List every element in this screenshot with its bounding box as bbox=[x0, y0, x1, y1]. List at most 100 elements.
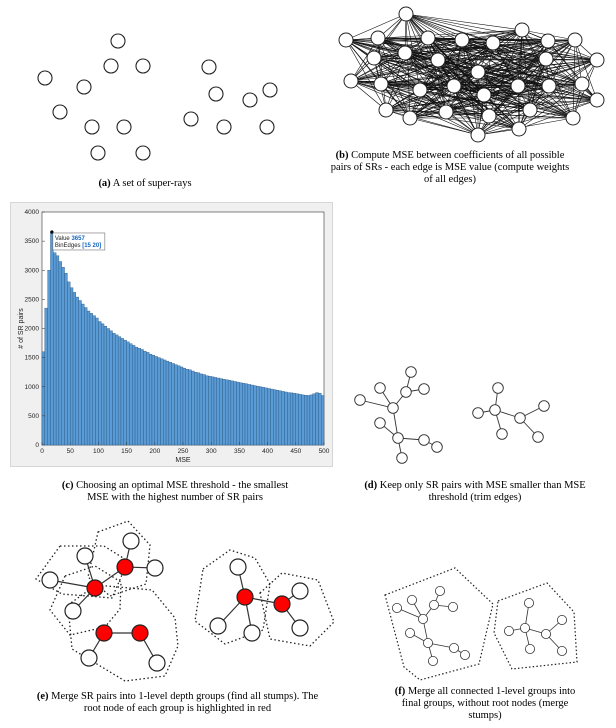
y-tick-label: 4000 bbox=[25, 209, 40, 216]
graph-edge bbox=[377, 37, 411, 119]
sr-node bbox=[229, 558, 247, 576]
sr-node bbox=[52, 104, 68, 120]
sr-node bbox=[291, 582, 309, 600]
graph-edge bbox=[427, 29, 523, 39]
sr-node bbox=[589, 52, 605, 68]
sr-node bbox=[565, 110, 581, 126]
sr-node bbox=[366, 50, 382, 66]
graph-edge bbox=[409, 117, 479, 136]
graph-edge bbox=[373, 57, 411, 119]
sr-node bbox=[448, 643, 459, 654]
graph-edge bbox=[477, 71, 583, 85]
graph-edge bbox=[477, 99, 598, 136]
sr-node bbox=[511, 121, 527, 137]
sr-node bbox=[438, 104, 454, 120]
x-tick-label: 350 bbox=[234, 448, 245, 455]
sr-node bbox=[183, 111, 199, 127]
x-tick-label: 50 bbox=[67, 448, 75, 455]
sr-node bbox=[37, 70, 53, 86]
datatip-edges-line: BinEdges [15 20] bbox=[55, 243, 101, 249]
graph-edge bbox=[409, 85, 455, 119]
graph-edge bbox=[461, 39, 547, 60]
sr-node bbox=[470, 127, 486, 143]
graph-edge bbox=[483, 94, 531, 111]
caption-b-line-1: (b) Compute MSE between coefficients of … bbox=[300, 150, 600, 162]
sr-node bbox=[430, 52, 446, 68]
sr-node bbox=[84, 119, 100, 135]
graph-edge bbox=[350, 80, 387, 111]
sr-node bbox=[541, 78, 557, 94]
sr-node bbox=[400, 386, 412, 398]
datatip-value: 3657 bbox=[71, 236, 85, 242]
graph-edge bbox=[350, 80, 455, 87]
caption-b-line-2: pairs of SRs - each edge is MSE value (c… bbox=[330, 162, 570, 173]
graph-edge bbox=[445, 71, 479, 113]
sr-node bbox=[259, 119, 275, 135]
caption-b: (b) Compute MSE between coefficients of … bbox=[300, 150, 600, 186]
graph-edge bbox=[427, 37, 490, 117]
caption-c-text-1: Choosing an optimal MSE threshold - the … bbox=[76, 480, 289, 491]
x-tick-label: 400 bbox=[262, 448, 273, 455]
root-node bbox=[236, 588, 254, 606]
caption-e-line-1: (e) Merge SR pairs into 1-level depth gr… bbox=[0, 691, 355, 703]
graph-edge bbox=[350, 80, 447, 113]
y-tick-label: 2000 bbox=[25, 326, 40, 333]
graph-edge bbox=[548, 59, 598, 87]
graph-edge bbox=[545, 58, 598, 101]
graph-edge bbox=[461, 39, 520, 130]
graph-edge bbox=[477, 109, 531, 136]
graph-edge bbox=[345, 13, 407, 41]
sr-node bbox=[406, 595, 417, 606]
caption-c-letter: (c) bbox=[61, 480, 74, 491]
group-outline bbox=[194, 549, 271, 645]
graph-edge bbox=[529, 83, 583, 111]
sr-node bbox=[503, 626, 514, 637]
caption-c-line-1: (c) Choosing an optimal MSE threshold - … bbox=[15, 480, 335, 492]
final-group-outline bbox=[384, 567, 494, 681]
graph-edge bbox=[518, 99, 598, 130]
sr-node bbox=[446, 78, 462, 94]
sr-node bbox=[402, 110, 418, 126]
x-axis-label: MSE bbox=[175, 457, 191, 464]
caption-e-letter: (e) bbox=[36, 691, 49, 702]
graph-edge bbox=[437, 59, 550, 87]
x-tick-label: 450 bbox=[290, 448, 301, 455]
sr-node bbox=[454, 32, 470, 48]
graph-edge bbox=[373, 57, 598, 61]
caption-e-text-1: Merge SR pairs into 1-level depth groups… bbox=[51, 691, 319, 702]
x-tick-label: 250 bbox=[178, 448, 189, 455]
caption-f-line-2: final groups, without root nodes (merge bbox=[401, 698, 569, 709]
sr-node bbox=[262, 82, 278, 98]
graph-edge bbox=[385, 109, 479, 136]
graph-edge bbox=[404, 52, 531, 111]
sr-node bbox=[103, 58, 119, 74]
final-group-outline bbox=[493, 582, 578, 670]
sr-node bbox=[396, 452, 408, 464]
caption-f: (f) Merge all connected 1-level groups i… bbox=[360, 686, 610, 722]
sr-node bbox=[378, 102, 394, 118]
graph-edge bbox=[453, 85, 598, 101]
graph-edge bbox=[405, 13, 523, 31]
sr-node bbox=[427, 656, 438, 667]
caption-a: (a) A set of super-rays bbox=[60, 178, 230, 190]
y-tick-label: 1500 bbox=[25, 355, 40, 362]
root-node bbox=[86, 579, 104, 597]
graph-edge bbox=[427, 37, 583, 85]
graph-edge bbox=[437, 59, 447, 113]
sr-node bbox=[64, 602, 82, 620]
sr-node bbox=[557, 646, 568, 657]
graph-edge bbox=[404, 52, 547, 60]
y-tick-label: 0 bbox=[35, 442, 39, 449]
sr-node bbox=[574, 76, 590, 92]
y-axis-label: # of SR pairs bbox=[18, 308, 25, 349]
sr-node bbox=[418, 383, 430, 395]
y-tick-label: 1000 bbox=[25, 384, 40, 391]
graph-edge bbox=[380, 71, 479, 85]
sr-node bbox=[373, 76, 389, 92]
sr-node bbox=[514, 22, 530, 38]
caption-a-text: A set of super-rays bbox=[112, 178, 192, 189]
caption-e-line-2: root node of each group is highlighted i… bbox=[83, 703, 272, 714]
caption-d: (d) Keep only SR pairs with MSE smaller … bbox=[340, 480, 610, 504]
graph-edge bbox=[445, 40, 549, 113]
